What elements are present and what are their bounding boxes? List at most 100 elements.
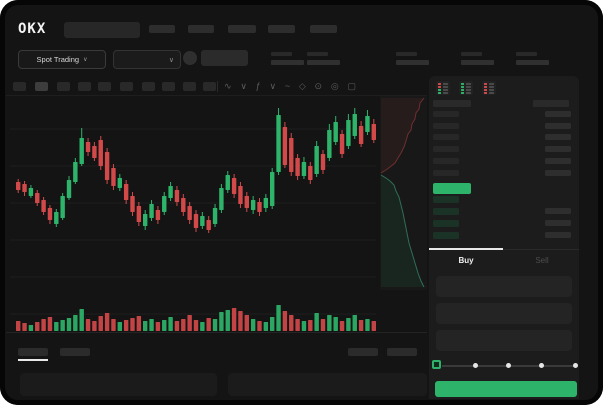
toggle-row	[484, 85, 494, 88]
bid-row-price[interactable]	[433, 208, 459, 215]
search-input[interactable]	[64, 22, 140, 38]
line-type-icon[interactable]: ~	[284, 81, 291, 91]
chart-element	[371, 124, 376, 140]
bottom-right-tab[interactable]	[387, 348, 417, 356]
camera-icon[interactable]: ⊙	[314, 80, 323, 91]
slider-stop[interactable]	[506, 363, 511, 368]
toggle-row	[484, 91, 494, 94]
chart-element	[117, 322, 122, 331]
toggle-row	[461, 88, 471, 91]
fullscreen-icon[interactable]: ▢	[347, 80, 356, 91]
nav-item-placeholder[interactable]	[188, 25, 214, 33]
nav-item-placeholder[interactable]	[268, 25, 295, 33]
book-view-bids-icon[interactable]	[459, 81, 473, 95]
chart-element	[28, 325, 34, 331]
bottom-tab[interactable]	[18, 348, 48, 356]
bid-row-price[interactable]	[433, 220, 459, 227]
chart-element	[92, 321, 97, 331]
chart-element	[162, 196, 167, 212]
timeframe-button[interactable]	[203, 82, 216, 91]
nav-item-placeholder[interactable]	[149, 25, 175, 33]
chart-element	[73, 315, 78, 331]
stat-value-placeholder	[307, 60, 340, 65]
chart-element	[380, 97, 425, 174]
bid-row-amount	[545, 232, 571, 238]
chart-element	[301, 162, 307, 176]
stat-block	[396, 52, 429, 65]
toggle-row	[461, 82, 471, 85]
chart-element	[225, 175, 230, 190]
chart-element	[155, 210, 161, 220]
bid-row-price[interactable]	[433, 232, 459, 239]
slider-stop[interactable]	[539, 363, 545, 368]
timeframe-button[interactable]	[57, 82, 70, 91]
coin-avatar	[183, 51, 197, 65]
toggle-line	[465, 82, 471, 85]
nav-item-placeholder[interactable]	[228, 25, 256, 33]
chart-element	[130, 196, 135, 212]
bottom-panel	[20, 373, 217, 396]
bottom-right-tab[interactable]	[348, 348, 378, 356]
timeframe-button[interactable]	[142, 82, 155, 91]
buy-button[interactable]	[435, 381, 577, 397]
chart-element	[289, 315, 294, 331]
timeframe-button[interactable]	[120, 82, 133, 91]
ask-row-price[interactable]	[433, 134, 459, 141]
function-icon[interactable]: ƒ	[255, 81, 261, 91]
chart-element	[130, 318, 135, 331]
market-type-selector[interactable]: Spot Trading ∨	[18, 50, 106, 69]
ask-row-price[interactable]	[433, 169, 459, 176]
chart-element	[346, 318, 351, 331]
chart-element	[231, 178, 237, 194]
ask-row-price[interactable]	[433, 122, 459, 129]
toggle-line	[442, 85, 448, 88]
bid-row-price[interactable]	[433, 196, 459, 203]
toggle-row	[461, 91, 471, 94]
buy-tab[interactable]: Buy	[458, 256, 474, 265]
pair-selector-dropdown[interactable]: ∨	[113, 50, 181, 69]
price-field[interactable]	[436, 276, 572, 297]
ask-row-price[interactable]	[433, 157, 459, 164]
draw-tool-icon[interactable]: ◇	[298, 80, 306, 91]
toggle-square	[438, 88, 441, 91]
timeframe-button[interactable]	[98, 82, 111, 91]
chart-element	[371, 321, 376, 331]
last-price-bar[interactable]	[433, 183, 471, 194]
bottom-tab[interactable]	[60, 348, 90, 356]
stat-label-placeholder	[271, 52, 292, 56]
chart-element	[339, 134, 345, 154]
chevron-down-icon-2[interactable]: ∨	[269, 80, 277, 91]
slider-stop[interactable]	[572, 363, 578, 368]
toggle-row	[484, 82, 494, 85]
sell-tab[interactable]: Sell	[535, 256, 549, 265]
ask-row-price[interactable]	[433, 146, 459, 153]
chart-element	[54, 212, 59, 224]
stat-value-placeholder	[461, 60, 494, 65]
chart-element	[320, 154, 326, 170]
timeframe-button[interactable]	[78, 82, 91, 91]
chevron-down-icon[interactable]: ∨	[240, 80, 247, 91]
toggle-square	[461, 85, 464, 88]
chart-element	[212, 319, 218, 331]
target-icon[interactable]: ◎	[330, 80, 339, 91]
timeframe-button[interactable]	[183, 82, 196, 91]
chart-element	[22, 323, 27, 331]
chart-element	[333, 122, 338, 142]
book-view-combined-icon[interactable]	[436, 81, 450, 95]
amount-field[interactable]	[436, 303, 572, 324]
timeframe-button[interactable]	[162, 82, 175, 91]
indicator-icon[interactable]: ∿	[224, 80, 232, 91]
timeframe-button[interactable]	[35, 82, 48, 91]
candles	[16, 108, 376, 233]
book-view-asks-icon[interactable]	[482, 81, 496, 95]
chart-element	[206, 318, 211, 331]
nav-item-placeholder[interactable]	[310, 25, 337, 33]
chart-element	[104, 313, 110, 331]
chart-element	[98, 140, 103, 166]
slider-stop[interactable]	[472, 363, 478, 368]
amount-slider-handle[interactable]	[432, 360, 441, 369]
ask-row-price[interactable]	[433, 111, 459, 117]
total-field[interactable]	[436, 330, 572, 351]
timeframe-button[interactable]	[13, 82, 26, 91]
